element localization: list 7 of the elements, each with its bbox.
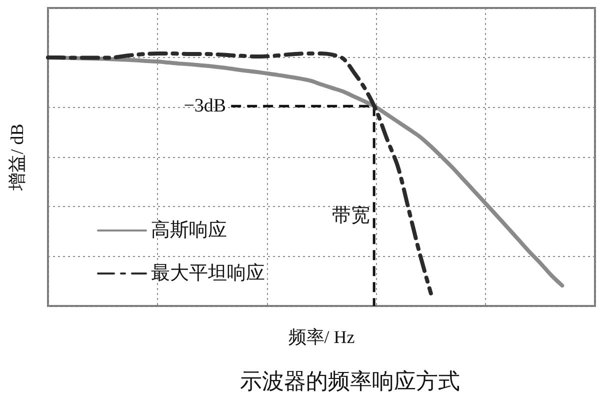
annotation: −3dB — [184, 96, 226, 117]
y-axis-title: 增益/ dB — [7, 124, 27, 192]
x-axis-title: 频率/ Hz — [288, 327, 355, 347]
legend-label: 高斯响应 — [151, 219, 227, 241]
text: 示波器的频率响应方式 — [240, 368, 460, 394]
annotation: 带宽 — [332, 204, 370, 227]
legend-label: 最大平坦响应 — [151, 262, 265, 284]
